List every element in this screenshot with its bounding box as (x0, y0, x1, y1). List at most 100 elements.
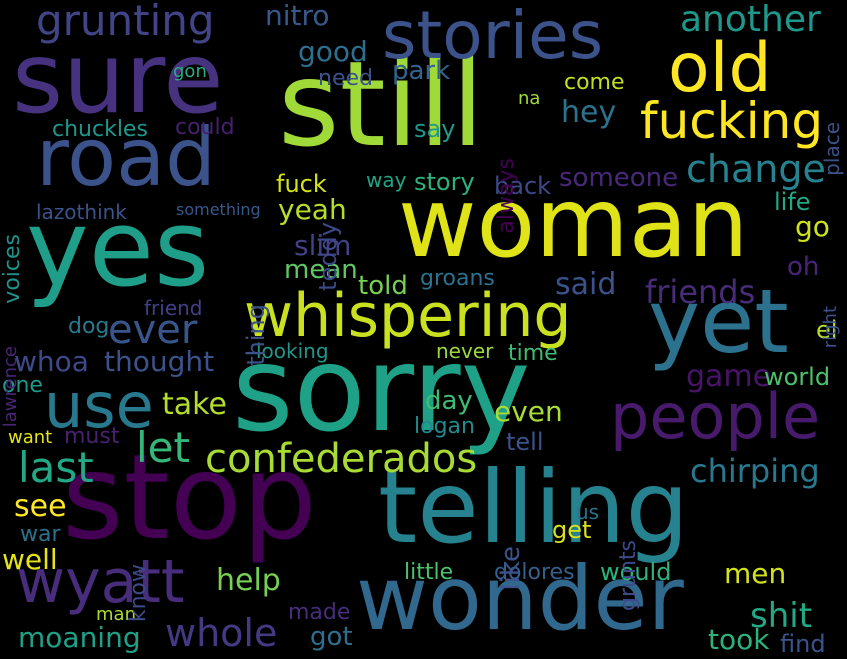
word-world: world (764, 363, 831, 391)
word-life: life (774, 188, 811, 216)
word-shit: shit (750, 596, 813, 636)
word-whoa: whoa (14, 345, 89, 378)
word-grunting: grunting (36, 0, 215, 45)
word-sure: sure (12, 22, 224, 136)
word-right: right (820, 306, 841, 349)
word-stories: stories (382, 0, 604, 74)
word-change: change (686, 147, 826, 191)
word-road: road (36, 111, 216, 204)
word-place: place (820, 122, 844, 176)
word-park: park (392, 56, 451, 86)
word-come: come (564, 70, 625, 95)
word-take: take (162, 387, 227, 422)
word-fucking: fucking (640, 92, 824, 150)
word-go: go (795, 210, 830, 243)
word-still: still (278, 35, 485, 173)
word-thing: thing (242, 304, 270, 366)
word-took: took (708, 623, 770, 656)
word-never: never (436, 339, 494, 363)
word-wyatt: wyatt (16, 547, 185, 617)
word-could: could (175, 115, 235, 140)
word-el: el (816, 316, 838, 344)
word-hey: hey (561, 95, 617, 130)
word-something: something (176, 200, 261, 219)
word-want: want (8, 427, 53, 448)
word-use: use (44, 369, 154, 442)
word-game: game (686, 359, 772, 394)
word-moaning: moaning (18, 621, 141, 654)
word-even: even (494, 395, 563, 428)
word-gon: gon (173, 61, 207, 82)
word-would: would (600, 558, 672, 586)
word-let: let (136, 423, 190, 472)
word-got: got (310, 622, 353, 652)
word-yes: yes (26, 187, 210, 310)
word-lawrence: lawrence (0, 346, 21, 428)
word-day: day (425, 386, 473, 416)
word-chirping: chirping (690, 452, 820, 490)
word-another: another (680, 0, 821, 40)
word-people: people (610, 380, 821, 453)
word-sorry: sorry (232, 320, 531, 458)
word-looking: looking (256, 339, 329, 363)
word-man: man (96, 604, 136, 625)
word-teddy: teddy (314, 222, 342, 291)
word-oh: oh (787, 252, 820, 282)
word-find: find (780, 630, 826, 658)
word-need: need (318, 66, 373, 91)
word-made: made (288, 600, 351, 625)
word-slim: slim (294, 229, 352, 262)
word-friend: friend (144, 296, 203, 320)
word-confederados: confederados (205, 436, 478, 482)
word-said: said (555, 267, 617, 302)
word-little: little (404, 560, 454, 585)
word-story: story (414, 168, 475, 196)
word-woman: woman (398, 167, 749, 279)
word-whispering: whispering (244, 281, 572, 351)
word-last: last (18, 443, 94, 492)
word-see: see (14, 489, 67, 524)
word-someone: someone (559, 163, 679, 193)
word-fuck: fuck (276, 170, 327, 198)
word-old: old (668, 29, 772, 108)
word-good: good (298, 35, 368, 68)
word-well: well (2, 543, 58, 576)
word-must: must (64, 424, 120, 449)
word-yeah: yeah (278, 193, 347, 226)
word-men: men (724, 557, 787, 590)
word-lazothink: lazothink (36, 200, 127, 224)
word-groans: groans (420, 266, 495, 291)
word-nitro: nitro (265, 0, 330, 32)
word-time: time (508, 341, 558, 366)
word-get: get (552, 516, 592, 544)
word-ever: ever (108, 307, 198, 353)
word-say: say (414, 115, 456, 143)
word-logan: logan (414, 414, 475, 439)
word-grunts: grunts (616, 540, 641, 611)
word-dolores: dolores (494, 560, 575, 585)
word-yet: yet (648, 270, 789, 373)
word-know: know (126, 564, 151, 623)
word-war: war (20, 522, 61, 547)
word-like: like (496, 546, 526, 591)
word-mean: mean (284, 255, 358, 285)
word-thought: thought (104, 345, 215, 378)
word-always: always (494, 158, 519, 234)
word-back: back (494, 172, 552, 200)
word-stop: stop (62, 428, 317, 566)
word-telling: telling (378, 449, 689, 566)
word-one: one (2, 373, 43, 398)
word-chuckles: chuckles (52, 117, 148, 142)
word-way: way (366, 168, 407, 192)
word-voices: voices (0, 234, 25, 304)
word-told: told (358, 271, 408, 301)
word-us: us (576, 500, 600, 524)
word-wonder: wonder (356, 547, 684, 650)
word-help: help (216, 563, 281, 598)
word-dog: dog (68, 314, 110, 339)
word-whole: whole (165, 611, 278, 655)
word-friends: friends (645, 273, 756, 311)
word-tell: tell (506, 428, 544, 456)
word-na: na (518, 88, 541, 109)
